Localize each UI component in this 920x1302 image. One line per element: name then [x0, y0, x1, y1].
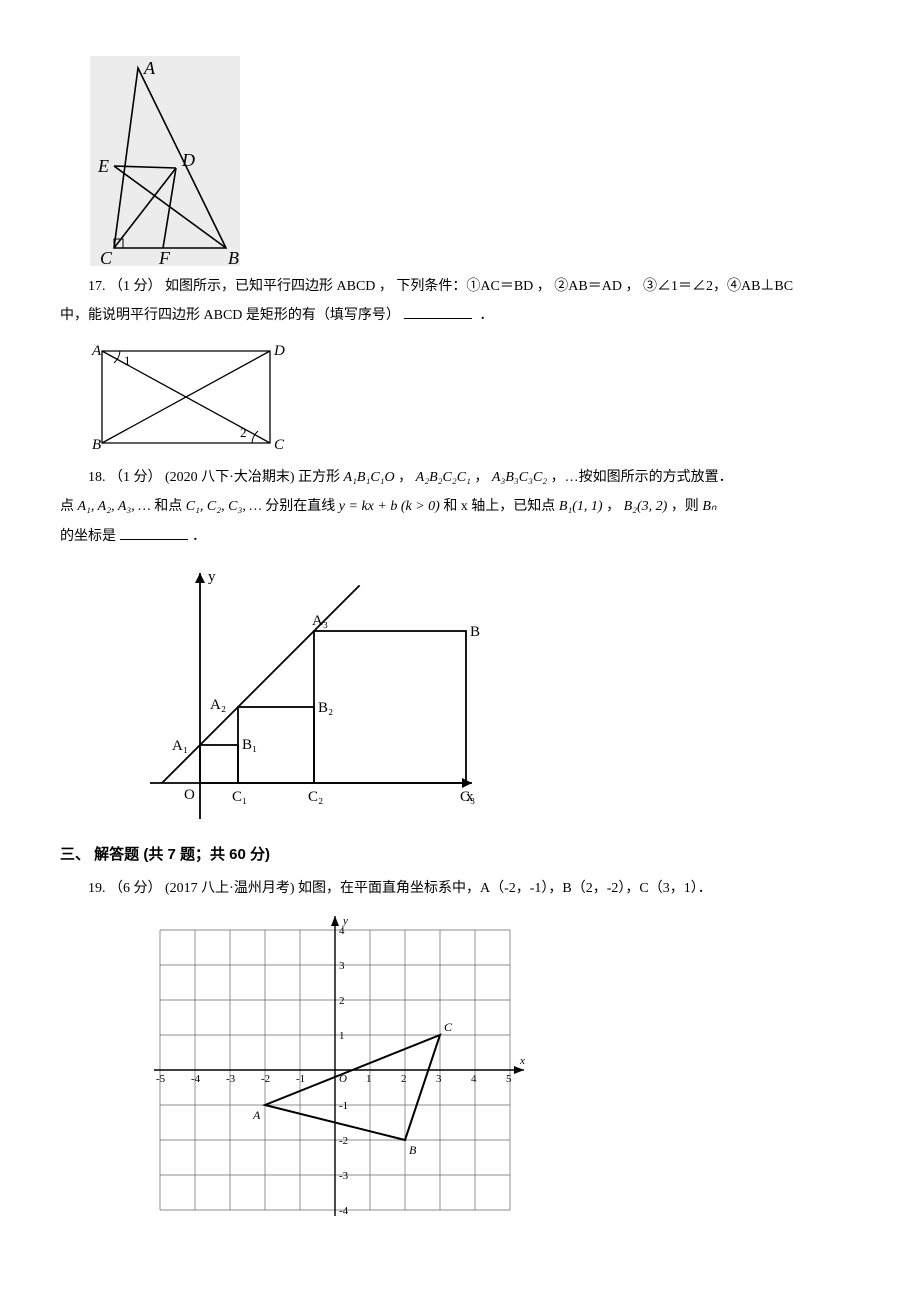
svg-text:1: 1	[366, 1073, 372, 1085]
q18-line2: 点 A₁, A₂, A₃, … 和点 C₁, C₂, C₃, … 分别在直线 y…	[60, 492, 860, 521]
q18-bn: Bₙ	[702, 499, 716, 514]
svg-text:F: F	[158, 248, 171, 266]
svg-text:-5: -5	[156, 1073, 166, 1085]
svg-text:-2: -2	[339, 1135, 348, 1147]
svg-text:-3: -3	[339, 1170, 349, 1182]
q18-m3: ，…按如图所示的方式放置．	[547, 470, 733, 485]
svg-text:2: 2	[339, 995, 345, 1007]
svg-text:-4: -4	[339, 1205, 349, 1217]
q18-eqn: y = kx + b (k > 0)	[339, 499, 440, 514]
svg-text:C: C	[444, 1020, 453, 1034]
svg-text:D: D	[181, 150, 195, 170]
svg-text:-2: -2	[261, 1073, 270, 1085]
svg-text:y: y	[342, 915, 348, 927]
svg-text:y: y	[208, 569, 216, 585]
figure-triangle: A C B E D F	[90, 56, 860, 266]
svg-text:2: 2	[401, 1073, 407, 1085]
svg-text:A: A	[91, 343, 102, 359]
figure-squares: OyxA₁B₁C₁A₂B₂C₂A₃B₃C₃	[140, 565, 860, 825]
q18-l2b: 和点	[151, 499, 186, 514]
q19-text: 19. （6 分） (2017 八上·温州月考) 如图，在平面直角坐标系中，A（…	[88, 881, 712, 896]
q18-ptsc: C₁, C₂, C₃, …	[186, 499, 262, 514]
svg-text:B: B	[409, 1143, 417, 1157]
q18-ptsa: A₁, A₂, A₃, …	[78, 499, 151, 514]
svg-text:O: O	[184, 787, 195, 803]
svg-text:A₂: A₂	[210, 697, 226, 713]
svg-text:B₂: B₂	[318, 700, 333, 716]
q18-line1: 18. （1 分） (2020 八下·大冶期末) 正方形 A₁B₁C₁O ， A…	[60, 463, 860, 492]
q18-l3b: ．	[192, 529, 206, 544]
svg-text:2: 2	[240, 425, 247, 440]
q18-m2: ，	[471, 470, 492, 485]
svg-text:C: C	[100, 248, 113, 266]
q19-line1: 19. （6 分） (2017 八上·温州月考) 如图，在平面直角坐标系中，A（…	[60, 874, 860, 903]
q18-l2a: 点	[60, 499, 78, 514]
svg-text:-1: -1	[296, 1073, 305, 1085]
svg-text:B₃: B₃	[470, 624, 480, 640]
q18-sq1: A₁B₁C₁O	[344, 470, 395, 485]
svg-text:1: 1	[124, 353, 131, 368]
svg-text:C₁: C₁	[232, 789, 247, 805]
q18-l2c: 分别在直线	[262, 499, 339, 514]
svg-text:-1: -1	[339, 1100, 348, 1112]
svg-text:A₃: A₃	[312, 613, 328, 629]
svg-text:A: A	[143, 58, 156, 78]
q18-line3: 的坐标是 ．	[60, 522, 860, 551]
svg-text:1: 1	[339, 1030, 345, 1042]
q18-m4: ，	[603, 499, 624, 514]
svg-text:A₁: A₁	[172, 738, 188, 754]
svg-text:C: C	[274, 437, 285, 453]
svg-text:-3: -3	[226, 1073, 236, 1085]
q17-line1: 17. （1 分） 如图所示，已知平行四边形 ABCD ， 下列条件：①AC＝B…	[60, 272, 860, 301]
svg-text:-4: -4	[191, 1073, 201, 1085]
q17-suffix: ．	[476, 308, 494, 323]
svg-text:B: B	[92, 437, 101, 453]
svg-text:D: D	[273, 343, 285, 359]
q18-b1: B₁(1, 1)	[559, 499, 603, 514]
svg-text:4: 4	[471, 1073, 477, 1085]
svg-text:E: E	[97, 156, 109, 176]
svg-text:C₂: C₂	[308, 789, 323, 805]
q17-text-b: 中，能说明平行四边形 ABCD 是矩形的有（填写序号）	[60, 308, 400, 323]
q18-m5: ，则	[667, 499, 702, 514]
svg-text:B: B	[228, 248, 239, 266]
q18-sq3: A₃B₃C₃C₂	[492, 470, 547, 485]
svg-text:B₁: B₁	[242, 737, 257, 753]
svg-text:C₃: C₃	[460, 789, 475, 805]
section-3-header: 三、 解答题 (共 7 题；共 60 分)	[60, 839, 860, 871]
svg-text:3: 3	[339, 960, 345, 972]
figure-grid: -5-4-3-2-112345-4-3-2-11234OxyABC	[140, 910, 860, 1220]
q18-l2d: 和 x 轴上，已知点	[440, 499, 559, 514]
q17-text-a: 17. （1 分） 如图所示，已知平行四边形 ABCD ， 下列条件：①AC＝B…	[88, 279, 793, 294]
q18-m1: ，	[395, 470, 416, 485]
q18-sq2: A₂B₂C₂C₁	[416, 470, 471, 485]
q17-line2: 中，能说明平行四边形 ABCD 是矩形的有（填写序号） ．	[60, 301, 860, 330]
figure-rectangle: A D B C 1 2	[90, 337, 860, 457]
svg-text:5: 5	[506, 1073, 512, 1085]
svg-text:A: A	[252, 1108, 261, 1122]
q18-b2: B₂(3, 2)	[624, 499, 668, 514]
q17-blank	[404, 304, 472, 319]
q18-blank	[120, 524, 188, 539]
q18-a: 18. （1 分） (2020 八下·大冶期末) 正方形	[88, 470, 344, 485]
q18-l3a: 的坐标是	[60, 529, 116, 544]
svg-text:3: 3	[436, 1073, 442, 1085]
svg-text:x: x	[519, 1055, 525, 1067]
